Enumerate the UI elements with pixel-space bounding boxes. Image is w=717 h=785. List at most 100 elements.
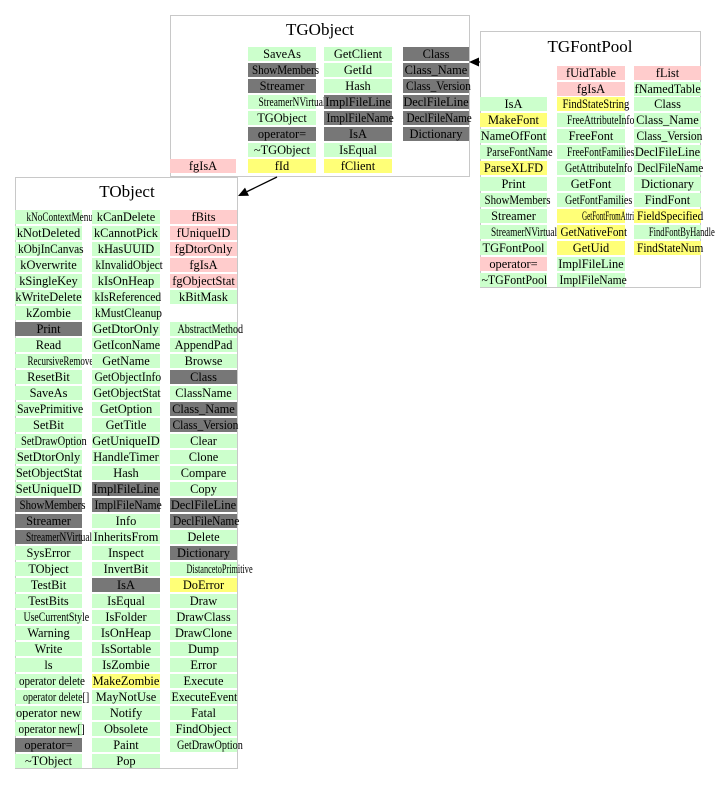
member-tobject-drawclass: DrawClass bbox=[170, 610, 237, 624]
member-label: operator delete[] bbox=[23, 690, 90, 704]
member-label: InvertBit bbox=[103, 562, 149, 576]
member-tgfontpool-findfontbyhandle: FindFontByHandle bbox=[634, 225, 715, 239]
member-tgobject-tgobject: TGObject bbox=[248, 111, 316, 125]
member-label: TGFontPool bbox=[482, 241, 545, 255]
member-label: SaveAs bbox=[263, 47, 301, 61]
member-label: NameOfFont bbox=[480, 129, 547, 143]
member-tobject-kinvalidobject: kInvalidObject bbox=[92, 258, 163, 272]
member-tobject-fgisa: fgIsA bbox=[170, 258, 237, 272]
member-label: StreamerNVirtual bbox=[26, 530, 93, 544]
member-label: Streamer bbox=[259, 79, 305, 93]
member-tobject-notify: Notify bbox=[92, 706, 160, 720]
member-label: Streamer bbox=[26, 514, 71, 528]
member-tobject-gettitle: GetTitle bbox=[92, 418, 160, 432]
member-label: fgIsA bbox=[189, 258, 218, 272]
member-tgobject-class-version: Class_Version bbox=[403, 79, 471, 93]
member-tgfontpool-freefont: FreeFont bbox=[557, 129, 625, 143]
member-tobject-doerror: DoError bbox=[170, 578, 237, 592]
member-tobject-fgobjectstat: fgObjectStat bbox=[170, 274, 237, 288]
member-label: SetDrawOption bbox=[20, 434, 87, 448]
member-label: ParseFontName bbox=[486, 145, 553, 159]
member-label: Inspect bbox=[108, 546, 144, 560]
member-label: GetNativeFont bbox=[560, 225, 628, 239]
member-tgfontpool-tgfontpool: ~TGFontPool bbox=[480, 273, 547, 287]
member-tobject-dump: Dump bbox=[170, 642, 237, 656]
member-tobject-syserror: SysError bbox=[15, 546, 82, 560]
member-tobject-kbitmask: kBitMask bbox=[170, 290, 237, 304]
member-label: AppendPad bbox=[174, 338, 233, 352]
member-tgobject-getclient: GetClient bbox=[324, 47, 392, 61]
member-tgfontpool-class-version: Class_Version bbox=[634, 129, 702, 143]
member-tgfontpool-fuidtable: fUidTable bbox=[557, 66, 625, 80]
class-title-tobject: TObject bbox=[99, 182, 155, 201]
member-label: SetBit bbox=[33, 418, 64, 432]
member-tgfontpool-findstatestring: FindStateString bbox=[557, 97, 629, 111]
member-label: HandleTimer bbox=[93, 450, 159, 464]
member-label: RecursiveRemove bbox=[27, 354, 94, 368]
member-tobject-tobject: TObject bbox=[15, 562, 82, 576]
member-label: StreamerNVirtual bbox=[491, 225, 558, 239]
member-tgfontpool-streamer: Streamer bbox=[480, 209, 547, 223]
member-tgfontpool-dictionary: Dictionary bbox=[634, 177, 701, 191]
member-tobject-pop: Pop bbox=[92, 754, 160, 768]
member-tobject-setbit: SetBit bbox=[15, 418, 82, 432]
member-tgfontpool-getfontfromattributes: GetFontFromAttributes bbox=[557, 209, 649, 223]
member-label: SaveAs bbox=[29, 386, 68, 400]
member-tgobject-fclient: fClient bbox=[324, 159, 392, 173]
member-tobject-khasuuid: kHasUUID bbox=[92, 242, 160, 256]
member-label: FreeAttributeInfo bbox=[567, 113, 635, 127]
member-tobject-inheritsfrom: InheritsFrom bbox=[92, 530, 160, 544]
member-tobject-info: Info bbox=[92, 514, 160, 528]
member-tobject-getuniqueid: GetUniqueID bbox=[92, 434, 160, 448]
member-label: kCanDelete bbox=[96, 210, 156, 224]
member-tobject-appendpad: AppendPad bbox=[170, 338, 237, 352]
member-tgobject-getid: GetId bbox=[324, 63, 392, 77]
member-tgobject-declfilename: DeclFileName bbox=[403, 111, 472, 125]
member-label: SavePrimitive bbox=[17, 402, 84, 416]
member-tobject-clone: Clone bbox=[170, 450, 237, 464]
member-label: Draw bbox=[189, 594, 218, 608]
member-label: Warning bbox=[27, 626, 70, 640]
member-label: ImplFileLine bbox=[325, 95, 391, 109]
member-tobject-abstractmethod: AbstractMethod bbox=[170, 322, 243, 336]
member-tobject-getobjectstat: GetObjectStat bbox=[92, 386, 161, 400]
member-label: TGObject bbox=[257, 111, 307, 125]
member-label: kSingleKey bbox=[19, 274, 78, 288]
member-tgobject-fgisa: fgIsA bbox=[170, 159, 236, 173]
member-tobject-execute: Execute bbox=[170, 674, 237, 688]
member-label: Fatal bbox=[191, 706, 216, 720]
member-label: Obsolete bbox=[103, 722, 149, 736]
member-tobject-error: Error bbox=[170, 658, 237, 672]
member-tobject-kwritedelete: kWriteDelete bbox=[15, 290, 82, 304]
member-tobject-invertbit: InvertBit bbox=[92, 562, 160, 576]
member-label: FindFont bbox=[644, 193, 691, 207]
member-label: Class_Name bbox=[404, 63, 468, 77]
member-tobject-findobject: FindObject bbox=[170, 722, 237, 736]
member-tgfontpool-print: Print bbox=[480, 177, 547, 191]
member-tgobject-dictionary: Dictionary bbox=[403, 127, 469, 141]
member-label: kObjInCanvas bbox=[17, 242, 84, 256]
member-tgobject-streamer: Streamer bbox=[248, 79, 316, 93]
arrowhead-1 bbox=[469, 57, 479, 67]
member-tobject-kcannotpick: kCannotPick bbox=[92, 226, 160, 240]
member-label: kIsReferenced bbox=[94, 290, 162, 304]
member-label: TObject bbox=[28, 562, 69, 576]
member-tobject-kzombie: kZombie bbox=[15, 306, 82, 320]
member-tgfontpool-fnamedtable: fNamedTable bbox=[634, 82, 701, 96]
member-label: fBits bbox=[191, 210, 216, 224]
member-tgfontpool-getfont: GetFont bbox=[557, 177, 625, 191]
member-label: ImplFileLine bbox=[93, 482, 159, 496]
member-tobject-recursiveremove: RecursiveRemove bbox=[15, 354, 93, 368]
member-label: Streamer bbox=[491, 209, 536, 223]
member-label: Class bbox=[654, 97, 681, 111]
member-tobject-class-version: Class_Version bbox=[170, 418, 238, 432]
member-label: fList bbox=[655, 66, 680, 80]
member-label: ShowMembers bbox=[252, 63, 320, 77]
member-tobject-ls: ls bbox=[15, 658, 82, 672]
member-tgfontpool-implfileline: ImplFileLine bbox=[557, 257, 625, 271]
member-label: operator= bbox=[257, 127, 307, 141]
member-label: Dictionary bbox=[641, 177, 694, 191]
member-tgfontpool-freeattributeinfo: FreeAttributeInfo bbox=[557, 113, 634, 127]
member-label: Class_Name bbox=[636, 113, 699, 127]
member-label: GetFontFromAttributes bbox=[581, 209, 650, 223]
